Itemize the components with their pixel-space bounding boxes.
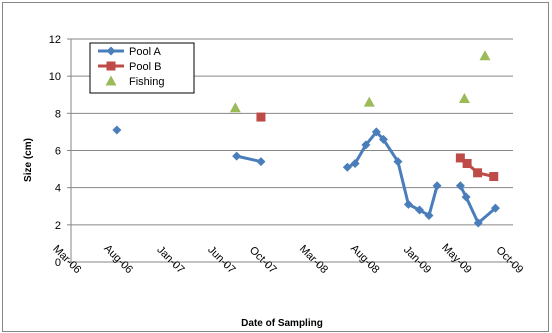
data-point [112,125,122,135]
legend-label: Pool A [129,46,161,58]
data-point [462,159,472,169]
x-tick-label: May-09 [439,242,473,276]
y-tick-label: 6 [55,146,61,158]
series-line [236,154,262,164]
series-layer [112,50,500,228]
y-tick-label: 4 [55,183,61,195]
data-point [490,203,500,213]
data-point [105,75,117,86]
data-point [106,46,116,56]
legend: Pool A Pool B Fishing [89,42,195,94]
y-tick-label: 12 [49,34,61,46]
y-tick-label: 10 [49,71,61,83]
y-tick-label: 2 [55,220,61,232]
data-point [350,159,360,169]
data-point [256,112,266,122]
x-tick-label: Mar-08 [297,243,330,276]
data-point [455,153,465,163]
data-point [378,134,388,144]
series-line [346,130,439,217]
legend-label: Pool B [129,61,161,73]
data-point [479,50,491,61]
y-axis-title: Size (cm) [23,138,34,182]
series-line [459,185,497,225]
x-tick-label: Aug-08 [348,243,382,277]
data-point [232,151,242,161]
x-tick-label: Oct-09 [494,244,526,276]
x-tick-label: Jan-09 [401,244,433,276]
series-pool-a [112,125,500,228]
x-tick-label: Oct-07 [247,244,279,276]
data-point [342,162,352,172]
series-pool-b [256,112,499,182]
data-point [432,181,442,191]
x-tick-label: Jun-07 [205,244,237,276]
legend-label: Fishing [129,76,164,88]
x-axis-title: Date of Sampling [241,318,323,329]
data-point [361,140,371,150]
data-point [393,157,403,167]
data-point [424,211,434,221]
y-tick-label: 0 [55,257,61,269]
data-point [415,205,425,215]
data-point [363,96,375,107]
x-tick-label: Aug-06 [101,243,135,277]
data-point [256,157,266,167]
data-point [473,168,483,178]
x-tick-label: Jan-07 [154,244,186,276]
data-point [403,199,413,209]
data-point [106,61,116,71]
data-point [461,192,471,202]
data-point [458,92,470,103]
data-point [371,127,381,137]
data-point [455,181,465,191]
data-point [229,102,241,113]
data-point [489,172,499,182]
y-tick-label: 8 [55,108,61,120]
data-point [473,218,483,228]
series-fishing [229,50,491,113]
